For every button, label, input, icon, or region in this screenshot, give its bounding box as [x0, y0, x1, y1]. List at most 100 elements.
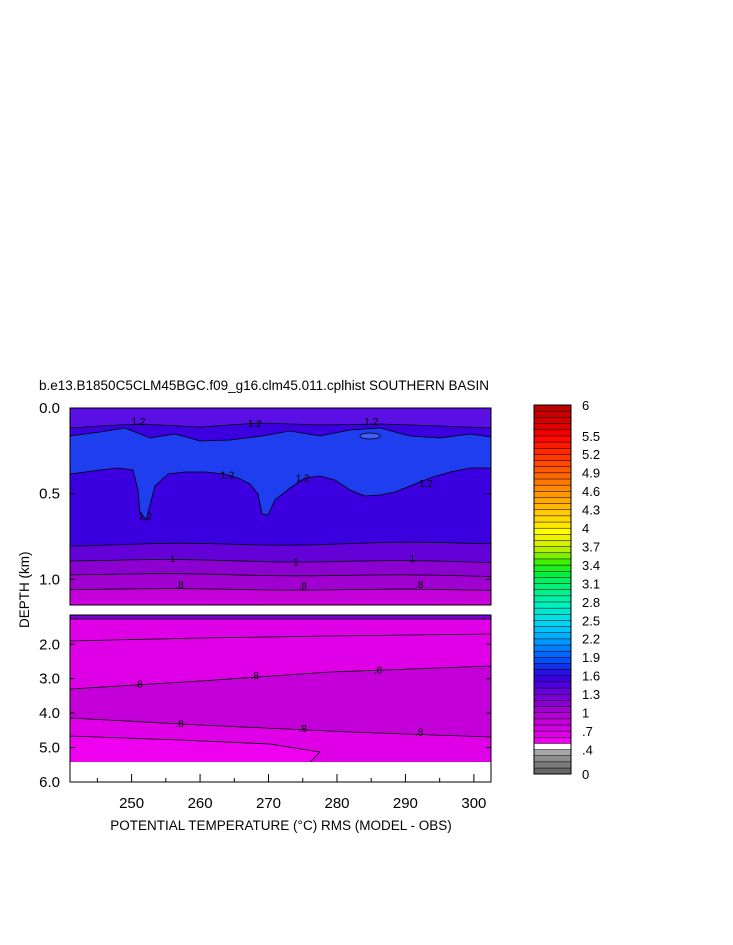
colorbar-bin — [533, 589, 572, 597]
colorbar-bin — [533, 484, 572, 492]
lower-panel-frame — [69, 614, 492, 783]
colorbar-bin — [533, 687, 572, 695]
colorbar-bin — [533, 583, 572, 590]
colorbar-bin — [533, 638, 572, 646]
colorbar-label: 6 — [582, 398, 589, 413]
colorbar-bin — [533, 755, 572, 763]
colorbar-bin — [533, 650, 572, 658]
x-axis-ticks: 250 260 270 280 290 300 — [96, 774, 486, 812]
colorbar-bin — [533, 527, 572, 535]
contour-label: 1 — [293, 558, 299, 569]
colorbar-label: 2.5 — [582, 613, 600, 628]
colorbar-bin — [533, 472, 572, 480]
colorbar-bin — [533, 693, 572, 701]
colorbar-label: 1 — [582, 706, 589, 721]
colorbar-bin — [533, 724, 572, 732]
colorbar-bin — [533, 453, 572, 461]
colorbar-bin — [533, 435, 572, 443]
colorbar-bin — [533, 712, 572, 720]
colorbar-bin — [533, 478, 572, 486]
colorbar-bin — [533, 718, 572, 726]
colorbar-bin — [533, 632, 572, 640]
x-tick-label: 300 — [461, 795, 486, 812]
colorbar-bin — [533, 410, 572, 418]
chart-title: b.e13.B1850C5CLM45BGC.f09_g16.clm45.011.… — [39, 378, 489, 393]
colorbar-bin — [533, 558, 572, 566]
contour-label: 1.2 — [419, 479, 433, 490]
colorbar-bin — [533, 663, 572, 670]
colorbar-bin — [533, 441, 572, 449]
contour-label: .8 — [299, 582, 308, 593]
lower-panel-contours — [70, 618, 491, 762]
colorbar-bin — [533, 423, 572, 431]
colorbar-bin — [533, 552, 572, 560]
colorbar-bin — [533, 447, 572, 455]
colorbar-label: 3.4 — [582, 558, 600, 573]
colorbar-label: .4 — [582, 742, 593, 757]
contour-labels: 1.2 1.2 1.2 1.2 1.2 1.2 1.2 1 1 1 .8 .8 .8 .8 .8 .8 .8 .8… — [132, 417, 434, 738]
colorbar-bin — [533, 546, 572, 554]
colorbar-bin — [533, 576, 572, 584]
colorbar-bin — [533, 656, 572, 664]
contour-label: .8 — [415, 580, 424, 591]
colorbar-bin — [533, 761, 572, 769]
y-axis-label: DEPTH (km) — [17, 552, 32, 629]
colorbar-bin — [533, 626, 572, 634]
y-tick-label: 6.0 — [39, 774, 60, 791]
contour-label: .8 — [415, 728, 424, 739]
x-tick-label: 280 — [324, 795, 349, 812]
contour-line-lower-1 — [70, 633, 491, 642]
colorbar-bin — [533, 669, 572, 677]
lower-panel-fills — [70, 615, 491, 782]
colorbar-label: 1.3 — [582, 687, 600, 702]
colorbar-bin — [533, 613, 572, 621]
contour-label: 1.2 — [364, 417, 378, 428]
colorbar-label: 3.7 — [582, 540, 600, 555]
contour-label: .8 — [175, 719, 184, 730]
contour-label: .8 — [251, 671, 260, 682]
lower-missing-region — [70, 762, 491, 782]
colorbar-label: 3.1 — [582, 576, 600, 591]
contour-label: 1.2 — [220, 470, 234, 481]
contour-label: .8 — [134, 679, 143, 690]
contour-label: 1.2 — [132, 417, 146, 428]
colorbar-bin — [533, 743, 572, 750]
colorbar-label: 1.6 — [582, 669, 600, 684]
colorbar — [533, 404, 572, 775]
colorbar-bin — [533, 675, 572, 683]
colorbar-bin — [533, 417, 572, 424]
contour-label: 1 — [410, 554, 416, 565]
contour-label: 1 — [170, 554, 176, 565]
colorbar-label: 1.9 — [582, 650, 600, 665]
colorbar-bin — [533, 607, 572, 615]
contour-label: 1.2 — [296, 474, 310, 485]
y-tick-label: 3.0 — [39, 671, 60, 688]
contour-line-band-3 — [70, 588, 491, 591]
x-tick-label: 260 — [188, 795, 213, 812]
contour-label: 1.2 — [248, 419, 262, 430]
upper-fill-core — [70, 428, 491, 520]
colorbar-bin — [533, 601, 572, 609]
colorbar-bin — [533, 736, 572, 744]
colorbar-bin — [533, 570, 572, 578]
colorbar-label: 4 — [582, 521, 589, 536]
lower-fill-top-strip — [70, 615, 491, 619]
colorbar-bin — [533, 540, 572, 547]
x-tick-label: 250 — [119, 795, 144, 812]
contour-label: .8 — [175, 580, 184, 591]
colorbar-label: .7 — [582, 724, 593, 739]
colorbar-label: 4.3 — [582, 503, 600, 518]
contour-label: 1.2 — [138, 511, 152, 522]
colorbar-bin — [533, 497, 572, 504]
upper-panel-frame — [69, 407, 492, 606]
lower-fill-deep — [70, 666, 491, 737]
colorbar-label: 5.2 — [582, 447, 600, 462]
colorbar-label: 4.9 — [582, 466, 600, 481]
contour-line-band-0 — [70, 541, 491, 547]
x-tick-label: 270 — [256, 795, 281, 812]
contour-line-band-2 — [70, 573, 491, 577]
contour-line-1-3 — [70, 422, 491, 429]
colorbar-bin — [533, 749, 572, 757]
colorbar-bin — [533, 460, 572, 467]
colorbar-bin — [533, 509, 572, 517]
